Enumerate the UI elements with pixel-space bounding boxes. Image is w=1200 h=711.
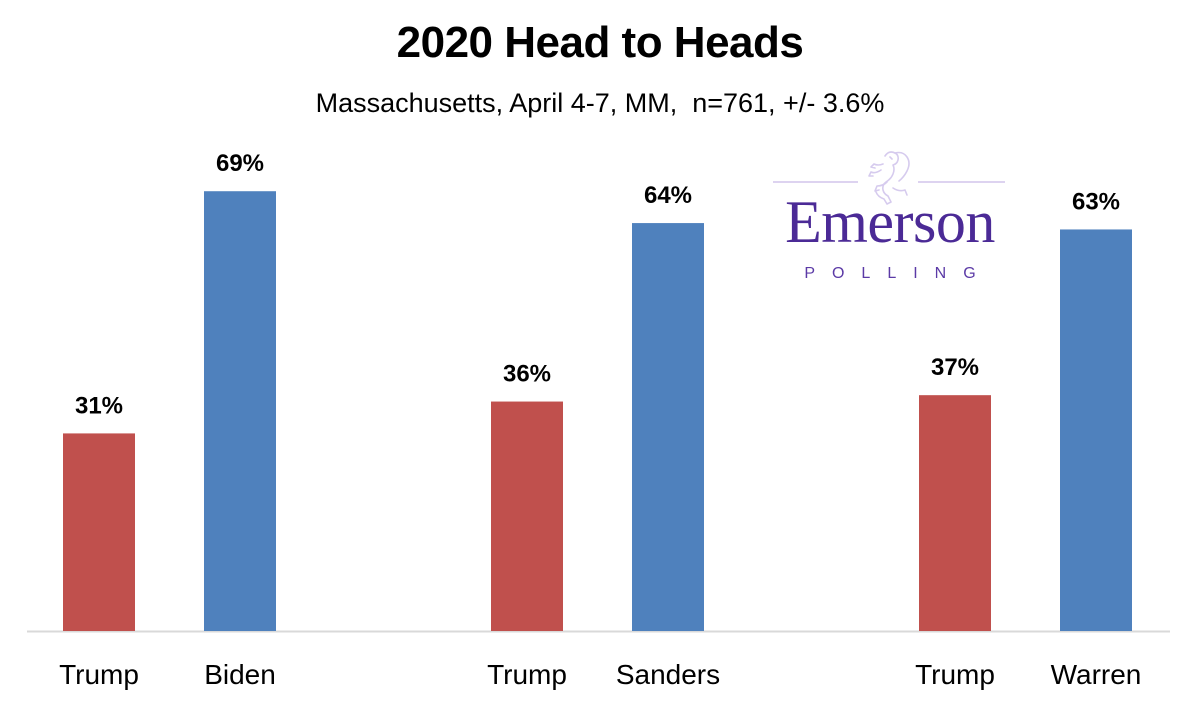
chart-title: 2020 Head to Heads xyxy=(396,18,804,67)
data-label-biden-group-1: 69% xyxy=(216,150,264,177)
bars-layer: 31% Trump 69% Biden 36% Trump 64% Sanders 37% Tru… xyxy=(59,150,1141,690)
data-label-warren-group-3: 63% xyxy=(1072,188,1120,215)
chart-subtitle: Massachusetts, April 4-7, MM, n=761, +/-… xyxy=(315,88,885,118)
bar-biden-group-1 xyxy=(204,191,276,631)
data-label-trump-group-1: 31% xyxy=(75,392,123,419)
data-label-trump-group-2: 36% xyxy=(503,361,551,388)
bar-warren-group-3 xyxy=(1060,229,1132,632)
category-label-warren-group-3: Warren xyxy=(1051,659,1142,690)
logo-subtext: POLLING xyxy=(804,265,993,282)
emerson-polling-logo: Emerson POLLING xyxy=(773,148,1007,288)
data-label-trump-group-3: 37% xyxy=(931,354,979,381)
category-label-sanders-group-2: Sanders xyxy=(616,659,720,690)
bar-trump-group-1 xyxy=(63,433,135,631)
logo-rule-left xyxy=(773,181,858,183)
bar-trump-group-2 xyxy=(491,401,563,631)
logo-rule-right xyxy=(918,181,1005,183)
category-label-trump-group-3: Trump xyxy=(915,659,995,690)
bar-trump-group-3 xyxy=(919,395,991,631)
lion-rampant-icon xyxy=(868,151,910,205)
logo-wordmark: Emerson xyxy=(785,189,995,255)
bar-sanders-group-2 xyxy=(632,223,704,631)
category-label-trump-group-2: Trump xyxy=(487,659,567,690)
data-label-sanders-group-2: 64% xyxy=(644,182,692,209)
category-label-trump-group-1: Trump xyxy=(59,659,139,690)
category-label-biden-group-1: Biden xyxy=(204,659,276,690)
